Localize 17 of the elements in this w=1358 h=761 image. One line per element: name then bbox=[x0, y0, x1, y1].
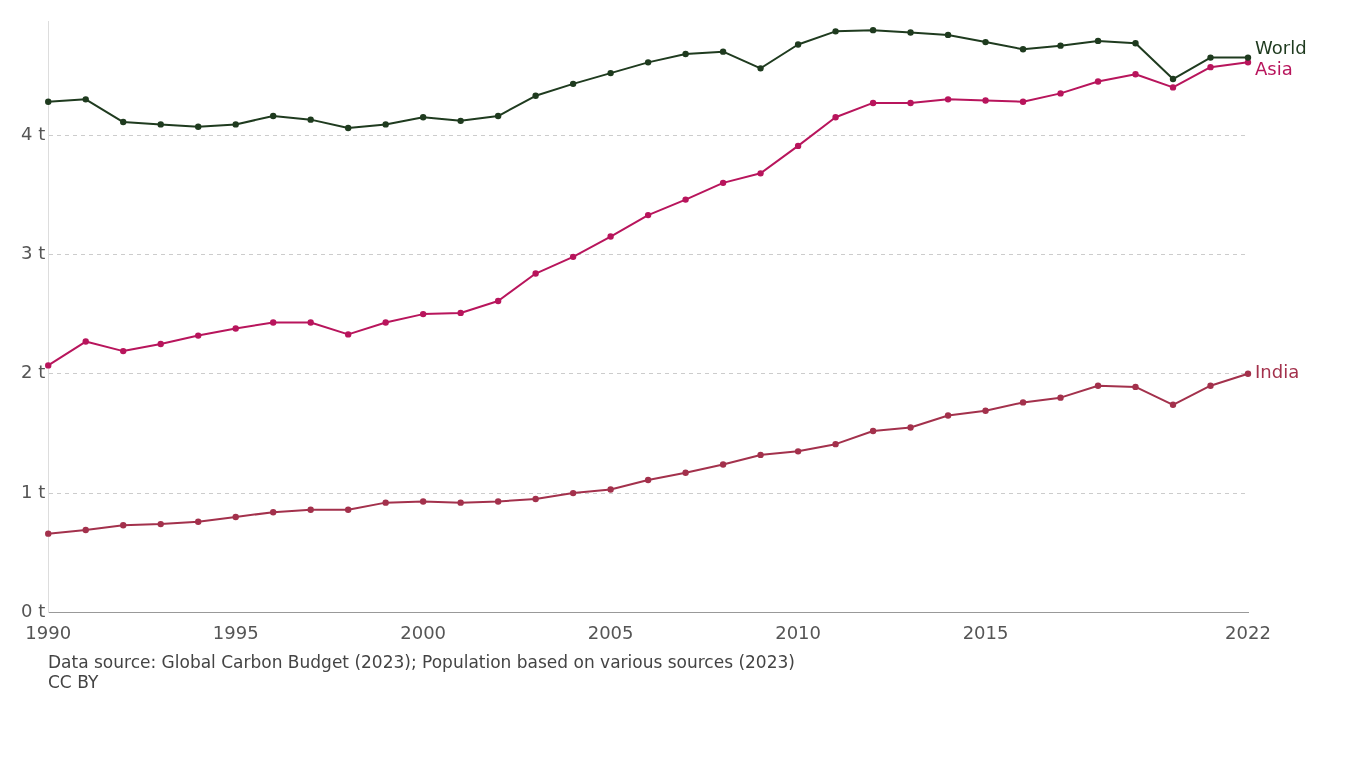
x-tick-label: 2000 bbox=[400, 621, 447, 643]
x-tick-label: 2005 bbox=[587, 621, 634, 643]
y-tick-label: 2 t bbox=[21, 361, 46, 383]
series-label: Asia bbox=[1255, 58, 1293, 80]
x-tick-label: 2015 bbox=[962, 621, 1009, 643]
y-tick-label: 3 t bbox=[21, 242, 46, 264]
y-tick-label: 1 t bbox=[21, 480, 46, 502]
source-note: Data source: Global Carbon Budget (2023); Population based on various sources (2023) bbox=[48, 652, 796, 672]
x-tick-label: 2022 bbox=[1225, 621, 1271, 643]
y-tick-label: 0 t bbox=[21, 600, 46, 622]
x-tick-label: 1995 bbox=[212, 621, 259, 643]
y-tick-label: 4 t bbox=[21, 122, 46, 144]
x-tick-label: 2010 bbox=[775, 621, 821, 643]
text: CC BY bbox=[48, 672, 100, 692]
series-label: World bbox=[1255, 37, 1307, 59]
x-tick-label: 1990 bbox=[25, 621, 72, 643]
series-label: India bbox=[1255, 361, 1300, 383]
